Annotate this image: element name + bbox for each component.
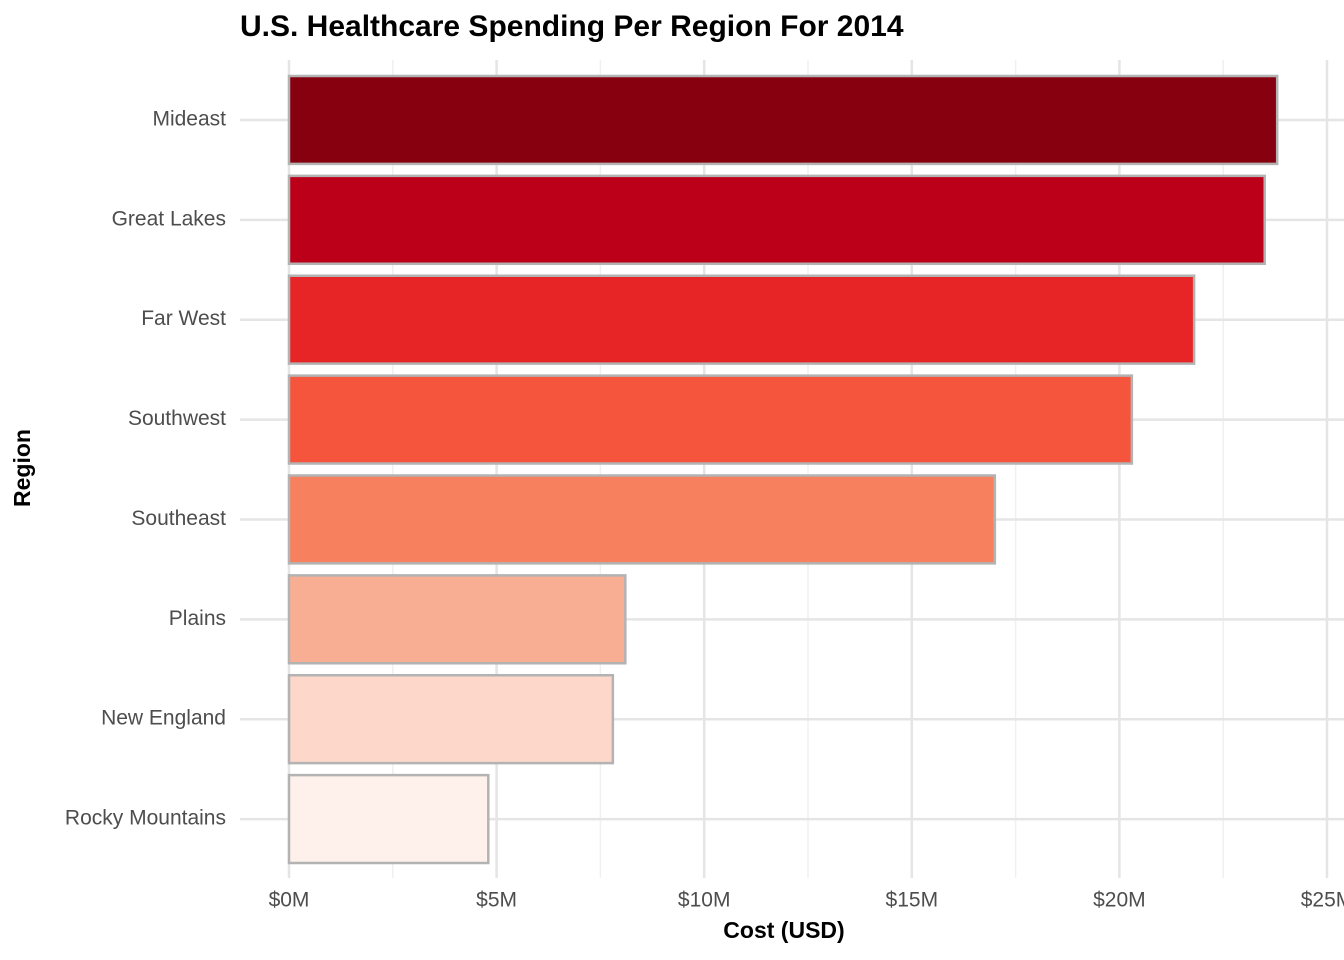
x-axis-title: Cost (USD) [723, 917, 844, 943]
chart-title: U.S. Healthcare Spending Per Region For … [240, 10, 904, 43]
x-tick-label: $25M [1301, 889, 1344, 912]
y-tick-label: Mideast [152, 107, 226, 130]
y-tick-label: New England [101, 707, 226, 730]
y-tick-label: Southeast [131, 507, 226, 530]
x-tick-label: $5M [476, 889, 517, 912]
bar [287, 74, 1279, 166]
y-tick-label: Great Lakes [112, 207, 226, 230]
bar [287, 374, 1134, 465]
y-tick-label: Plains [169, 607, 226, 630]
bar [287, 274, 1196, 365]
y-tick-label: Southwest [128, 407, 226, 430]
x-tick-label: $15M [886, 889, 939, 912]
y-axis-title: Region [9, 429, 35, 507]
bar [287, 673, 615, 765]
x-tick-label: $20M [1093, 889, 1146, 912]
y-tick-label: Far West [141, 307, 226, 330]
bar [287, 474, 997, 565]
bar [287, 574, 627, 665]
bar [287, 174, 1266, 266]
y-tick-label: Rocky Mountains [65, 807, 226, 830]
bar [287, 773, 490, 865]
x-tick-label: $10M [678, 889, 731, 912]
x-tick-label: $0M [269, 889, 310, 912]
